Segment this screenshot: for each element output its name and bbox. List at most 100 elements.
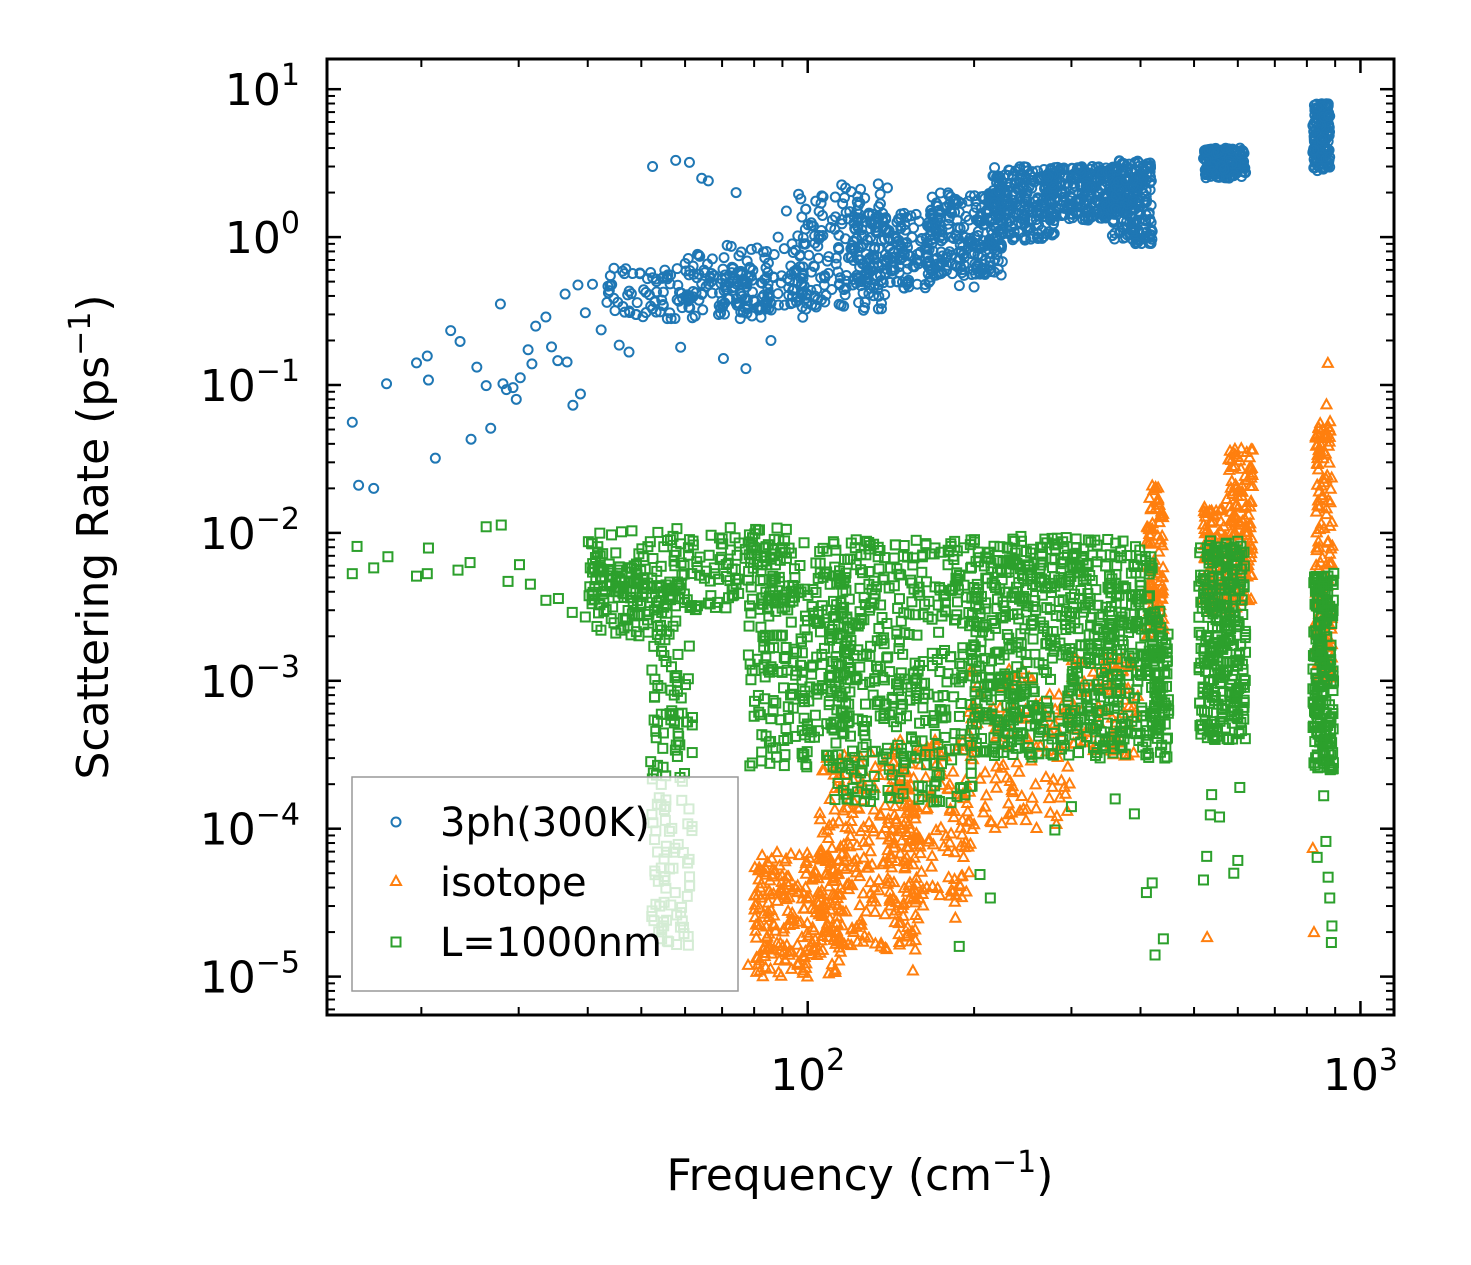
data-point	[806, 299, 818, 311]
data-point	[1139, 534, 1154, 547]
data-point	[689, 310, 701, 322]
data-point	[636, 588, 648, 600]
data-point	[914, 864, 929, 877]
data-point	[906, 963, 920, 976]
data-point	[963, 214, 975, 226]
data-point	[1113, 184, 1125, 196]
data-point	[784, 846, 798, 859]
data-point	[672, 648, 684, 660]
data-point	[642, 541, 654, 553]
data-point	[814, 886, 828, 900]
data-point	[912, 837, 926, 850]
data-point	[734, 288, 746, 300]
data-point	[1239, 498, 1254, 511]
data-point	[702, 175, 714, 187]
data-point	[665, 661, 677, 673]
data-point	[636, 543, 648, 555]
data-point	[1213, 523, 1227, 536]
data-point	[884, 276, 896, 288]
data-point	[471, 361, 483, 373]
data-point	[955, 827, 969, 840]
data-point	[1314, 151, 1326, 163]
data-point	[772, 288, 784, 300]
data-point	[805, 920, 820, 933]
data-point	[748, 887, 762, 900]
data-point	[726, 261, 738, 273]
data-point	[798, 950, 812, 963]
data-point	[1120, 174, 1132, 186]
data-point	[785, 616, 797, 628]
data-point	[782, 917, 797, 930]
data-point	[929, 823, 943, 836]
data-point	[989, 780, 1004, 793]
data-point	[800, 969, 815, 982]
data-point	[795, 193, 807, 205]
data-point	[1316, 133, 1328, 145]
data-point	[868, 936, 883, 949]
data-point	[822, 879, 836, 892]
data-point	[694, 250, 706, 262]
data-point	[584, 581, 596, 593]
data-point	[743, 620, 755, 632]
data-point	[948, 910, 963, 923]
data-point	[799, 956, 813, 969]
data-point	[1046, 229, 1058, 241]
data-point	[595, 324, 607, 336]
data-point	[429, 452, 441, 464]
data-point	[1085, 181, 1097, 193]
data-point	[856, 834, 871, 847]
data-point	[1222, 462, 1237, 475]
data-point	[903, 875, 917, 888]
data-point	[889, 539, 901, 551]
data-point	[1005, 783, 1019, 796]
data-point	[831, 886, 845, 899]
data-point	[1052, 687, 1066, 700]
data-point	[593, 607, 605, 619]
data-point	[875, 827, 889, 840]
data-point	[697, 304, 709, 316]
data-point	[626, 525, 638, 537]
data-point	[607, 601, 619, 613]
data-point	[1324, 541, 1338, 554]
data-point	[891, 276, 903, 288]
data-point	[893, 593, 905, 605]
data-point	[1233, 453, 1247, 466]
data-point	[1317, 111, 1329, 123]
data-point	[777, 880, 791, 893]
data-point	[882, 856, 896, 869]
data-point	[1073, 747, 1085, 759]
data-point	[895, 901, 909, 914]
data-point	[816, 942, 830, 955]
data-point	[597, 588, 609, 600]
data-point	[1155, 528, 1169, 541]
data-point	[1151, 493, 1165, 506]
data-point	[1244, 494, 1258, 507]
data-point	[898, 540, 910, 552]
data-point	[1310, 437, 1325, 450]
data-point	[500, 384, 512, 396]
data-point	[848, 860, 863, 873]
data-point	[792, 848, 807, 861]
data-point	[665, 313, 677, 325]
data-point	[817, 191, 829, 203]
data-point	[962, 865, 976, 878]
data-point	[780, 723, 792, 735]
data-point	[1311, 534, 1326, 547]
data-point	[1145, 575, 1159, 588]
data-point	[650, 273, 662, 285]
data-point	[778, 953, 793, 966]
data-point	[1001, 796, 1016, 809]
data-point	[808, 865, 823, 878]
data-point	[1225, 484, 1240, 497]
data-point	[693, 268, 705, 280]
data-point	[796, 963, 810, 976]
data-point	[965, 767, 977, 779]
data-point	[1234, 441, 1248, 454]
data-point	[951, 596, 963, 608]
data-point	[962, 704, 976, 717]
data-point	[820, 925, 834, 938]
data-point	[944, 826, 958, 839]
data-point	[797, 232, 809, 244]
data-point	[831, 898, 845, 911]
data-point	[889, 812, 903, 825]
